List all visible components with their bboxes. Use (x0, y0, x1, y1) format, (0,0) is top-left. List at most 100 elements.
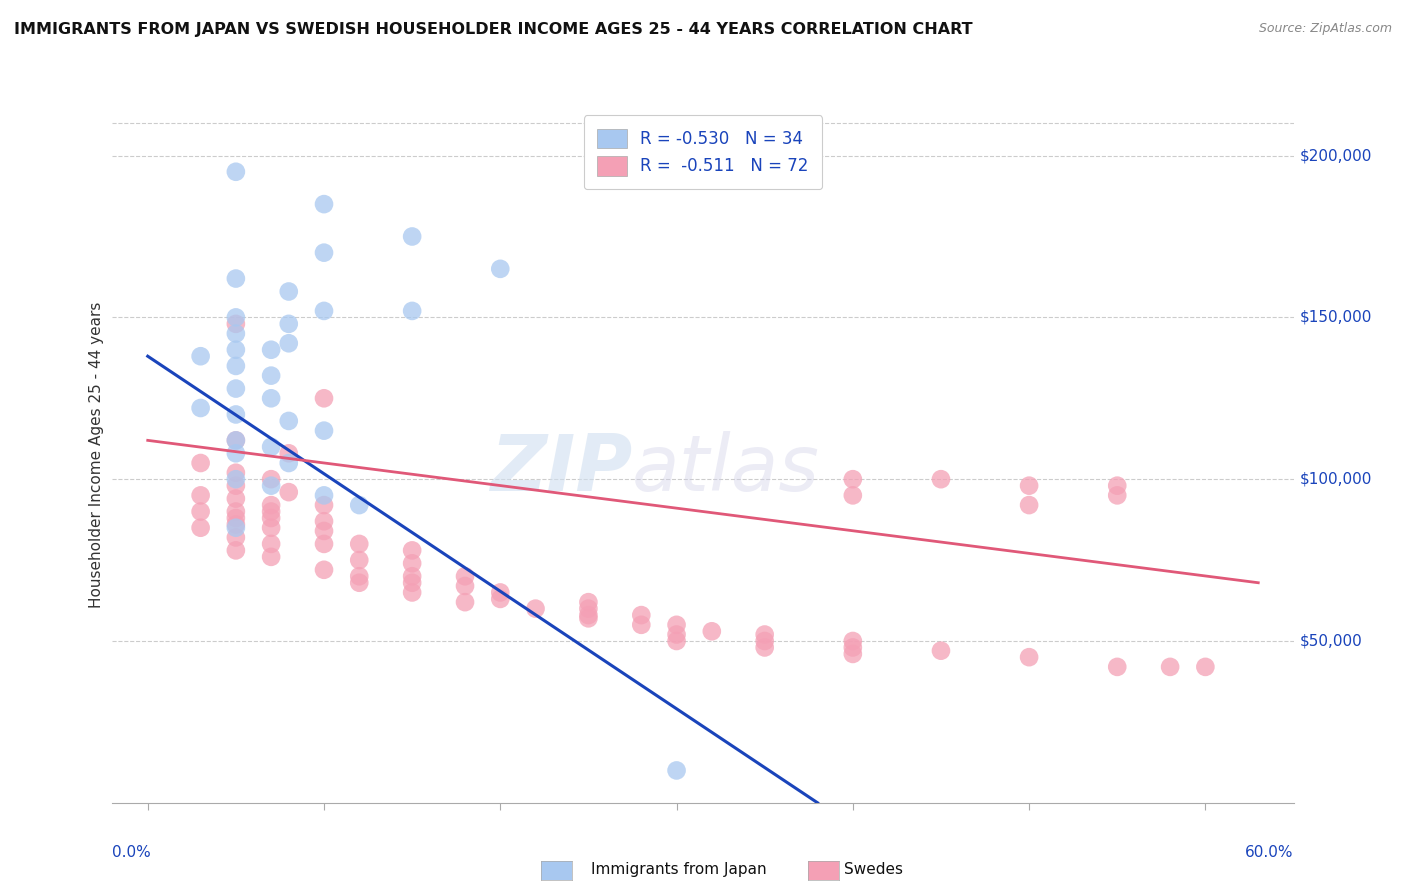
Point (225, 466, 247, 480)
Point (312, 304, 335, 318)
Point (842, 634, 865, 648)
Point (225, 504, 247, 518)
Point (349, 498, 371, 512)
Point (225, 310, 247, 325)
Point (312, 245, 335, 260)
Point (700, 624, 723, 639)
Text: $200,000: $200,000 (1299, 148, 1372, 163)
Point (1194, 660, 1216, 674)
Point (260, 440, 283, 454)
Point (312, 498, 335, 512)
Point (260, 549, 283, 564)
Point (260, 392, 283, 406)
Point (349, 575, 371, 590)
Point (401, 229, 423, 244)
Point (349, 569, 371, 583)
Text: Swedes: Swedes (844, 863, 903, 877)
Point (578, 601, 600, 615)
Point (401, 543, 423, 558)
Point (225, 478, 247, 492)
Point (842, 647, 865, 661)
Point (225, 446, 247, 460)
Text: 60.0%: 60.0% (1246, 845, 1294, 860)
Point (260, 472, 283, 486)
Point (225, 434, 247, 448)
Point (225, 343, 247, 357)
Point (277, 456, 299, 470)
Point (401, 575, 423, 590)
Point (312, 537, 335, 551)
Text: $50,000: $50,000 (1299, 633, 1362, 648)
Point (754, 627, 776, 641)
Point (401, 585, 423, 599)
Point (929, 472, 952, 486)
Point (842, 640, 865, 655)
Point (489, 585, 512, 599)
Point (225, 326, 247, 341)
Point (312, 563, 335, 577)
Point (1159, 660, 1181, 674)
Text: $150,000: $150,000 (1299, 310, 1372, 325)
Point (1107, 488, 1129, 502)
Point (225, 165, 247, 179)
Point (225, 491, 247, 506)
Y-axis label: Householder Income Ages 25 - 44 years: Householder Income Ages 25 - 44 years (89, 301, 104, 608)
Point (225, 317, 247, 331)
Point (401, 557, 423, 571)
Point (754, 634, 776, 648)
Point (842, 472, 865, 486)
Point (349, 553, 371, 567)
Point (1107, 660, 1129, 674)
Point (225, 531, 247, 545)
Point (1018, 498, 1040, 512)
Point (260, 343, 283, 357)
Point (225, 382, 247, 396)
Point (349, 537, 371, 551)
Point (260, 537, 283, 551)
Point (1018, 650, 1040, 665)
Text: atlas: atlas (633, 431, 820, 507)
Point (454, 595, 477, 609)
Point (312, 524, 335, 538)
Point (454, 579, 477, 593)
Point (225, 408, 247, 422)
Point (842, 488, 865, 502)
Point (190, 504, 212, 518)
Text: Source: ZipAtlas.com: Source: ZipAtlas.com (1258, 22, 1392, 36)
Point (277, 317, 299, 331)
Point (225, 271, 247, 285)
Point (1018, 478, 1040, 492)
Point (277, 336, 299, 351)
Point (578, 595, 600, 609)
Point (454, 569, 477, 583)
Point (401, 304, 423, 318)
Point (630, 608, 652, 623)
Point (225, 521, 247, 535)
Point (489, 591, 512, 606)
Point (260, 511, 283, 525)
Point (401, 569, 423, 583)
Point (277, 485, 299, 500)
Text: IMMIGRANTS FROM JAPAN VS SWEDISH HOUSEHOLDER INCOME AGES 25 - 44 YEARS CORRELATI: IMMIGRANTS FROM JAPAN VS SWEDISH HOUSEHO… (14, 22, 973, 37)
Point (312, 197, 335, 211)
Point (754, 640, 776, 655)
Point (225, 434, 247, 448)
Point (277, 414, 299, 428)
Point (260, 521, 283, 535)
Point (489, 261, 512, 276)
Point (665, 764, 688, 778)
Point (665, 634, 688, 648)
Text: Immigrants from Japan: Immigrants from Japan (591, 863, 766, 877)
Text: 0.0%: 0.0% (112, 845, 152, 860)
Point (578, 611, 600, 625)
Point (225, 517, 247, 532)
Point (190, 488, 212, 502)
Point (190, 456, 212, 470)
Point (277, 285, 299, 299)
Text: $100,000: $100,000 (1299, 472, 1372, 487)
Point (225, 543, 247, 558)
Point (260, 504, 283, 518)
Text: ZIP: ZIP (489, 431, 633, 507)
Point (630, 617, 652, 632)
Point (277, 446, 299, 460)
